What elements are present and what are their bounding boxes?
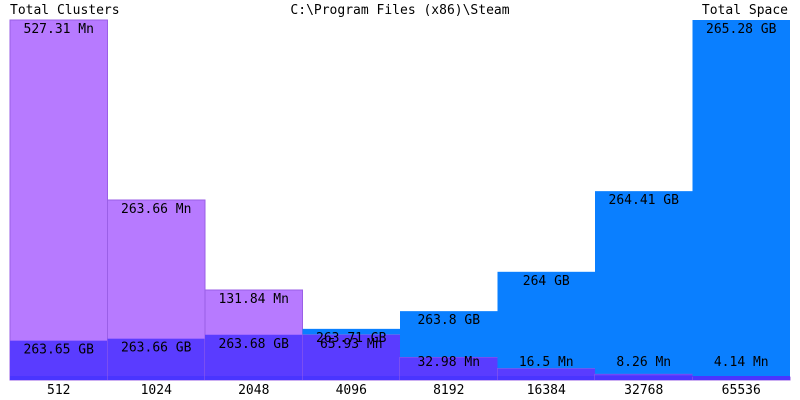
clusters-value-label: 65.93 Mn: [320, 337, 383, 352]
space-value-label: 263.71 GB: [316, 331, 387, 346]
space-bar: [692, 20, 790, 380]
space-value-label: 264.41 GB: [609, 193, 680, 208]
x-tick-label: 4096: [336, 383, 367, 398]
baseline-strip: [400, 376, 498, 380]
x-tick-label: 8192: [433, 383, 464, 398]
space-bar: [497, 271, 595, 380]
chart-title-center: C:\Program Files (x86)\Steam: [290, 3, 509, 18]
bars-layer: [9, 19, 791, 381]
chart-title-left: Total Clusters: [10, 3, 120, 18]
baseline-strip: [10, 376, 108, 380]
overlap-bar: [400, 357, 498, 380]
clusters-value-label: 131.84 Mn: [219, 292, 289, 307]
baseline-strip: [692, 376, 790, 380]
baseline-strip: [107, 376, 205, 380]
clusters-value-label: 263.66 Mn: [121, 202, 191, 217]
overlap-bar: [205, 334, 303, 380]
space-value-label: 265.28 GB: [706, 22, 777, 37]
space-value-label: 263.8 GB: [417, 313, 480, 328]
baseline-strip: [497, 376, 595, 380]
x-tick-label: 32768: [624, 383, 663, 398]
x-tick-label: 65536: [722, 383, 761, 398]
labels-layer: 527.31 Mn 263.65 GB 512 263.66 Mn 263.66 GB 1…: [24, 22, 777, 398]
overlap-bar: [107, 338, 205, 380]
overlap-bar: [302, 334, 400, 380]
clusters-value-label: 32.98 Mn: [417, 355, 480, 370]
space-value-label: 263.66 GB: [121, 341, 192, 356]
overlap-bar: [10, 340, 108, 380]
x-tick-label: 16384: [527, 383, 566, 398]
clusters-value-label: 527.31 Mn: [24, 22, 94, 37]
clusters-value-label: 8.26 Mn: [616, 355, 671, 370]
clusters-value-label: 16.5 Mn: [519, 355, 574, 370]
space-value-label: 263.68 GB: [219, 337, 290, 352]
baseline-strip: [205, 376, 303, 380]
clusters-value-label: 4.14 Mn: [714, 355, 769, 370]
baseline-strip: [595, 376, 693, 380]
x-tick-label: 512: [47, 383, 70, 398]
space-value-label: 264 GB: [523, 274, 570, 289]
overlap-bar: [497, 368, 595, 380]
space-value-label: 263.65 GB: [24, 343, 95, 358]
x-tick-label: 2048: [238, 383, 269, 398]
space-bar: [595, 191, 693, 380]
chart-title-right: Total Space: [702, 3, 788, 18]
baseline-strip: [302, 376, 400, 380]
clusters-bar: [9, 19, 108, 381]
x-tick-label: 1024: [141, 383, 172, 398]
